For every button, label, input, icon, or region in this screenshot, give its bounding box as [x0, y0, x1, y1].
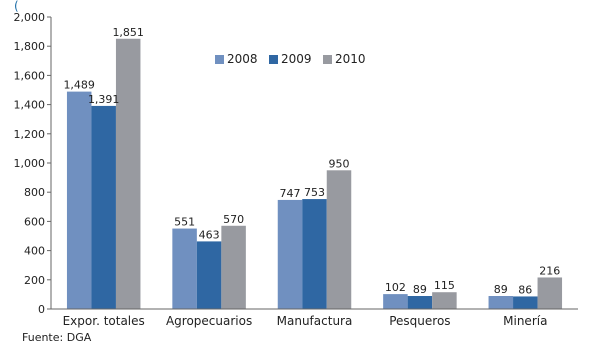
- y-axis: 0 200 400 600 800 1,000 1,200 1,400 1,600 1,800 2,…: [14, 11, 52, 316]
- bar: [221, 225, 246, 309]
- data-label: 753: [304, 186, 325, 199]
- data-label: 1,851: [112, 26, 144, 39]
- bar: [383, 294, 408, 309]
- source-note: Fuente: DGA: [22, 331, 92, 344]
- legend-label: 2010: [335, 52, 366, 66]
- bar: [277, 199, 303, 309]
- bars: [66, 38, 563, 310]
- bar: [488, 296, 514, 309]
- data-label: 747: [280, 187, 301, 200]
- legend-swatch: [269, 55, 278, 64]
- data-label: 463: [199, 228, 220, 241]
- y-tick-label: 1,600: [14, 69, 46, 82]
- legend: 2008 2009 2010: [215, 52, 366, 66]
- data-label: 216: [539, 264, 560, 277]
- bar: [537, 277, 563, 309]
- data-label: 115: [434, 279, 455, 292]
- bar: [66, 91, 92, 309]
- y-tick-label: 200: [24, 274, 45, 287]
- y-tick-label: 1,000: [14, 157, 46, 170]
- legend-label: 2009: [281, 52, 312, 66]
- data-label: 86: [518, 283, 532, 296]
- bar: [91, 105, 116, 309]
- data-label: 570: [223, 213, 244, 226]
- data-label: 1,489: [63, 79, 95, 92]
- bar: [196, 241, 222, 309]
- data-label: 102: [385, 281, 406, 294]
- legend-swatch: [323, 55, 332, 64]
- bar: [407, 296, 433, 309]
- x-tick-label: Expor. totales: [63, 314, 145, 328]
- x-tick-label: Minería: [503, 314, 547, 328]
- bar: [172, 228, 197, 309]
- x-tick-label: Manufactura: [277, 314, 353, 328]
- legend-label: 2008: [227, 52, 258, 66]
- bar: [326, 170, 352, 309]
- bar: [115, 38, 141, 310]
- bar: [513, 296, 538, 309]
- data-label: 551: [174, 216, 195, 229]
- y-tick-label: 2,000: [14, 11, 46, 24]
- x-tick-label: Pesqueros: [389, 314, 450, 328]
- x-axis: Expor. totales Agropecuarios Manufactura Pe…: [51, 308, 578, 328]
- data-label: 89: [413, 283, 427, 296]
- x-tick-label: Agropecuarios: [166, 314, 252, 328]
- data-label: 1,391: [88, 93, 120, 106]
- y-tick-label: 1,800: [14, 40, 46, 53]
- y-tick-label: 1,200: [14, 128, 46, 141]
- data-label: 950: [329, 157, 350, 170]
- y-tick-label: 400: [24, 245, 45, 258]
- data-label: 89: [494, 283, 508, 296]
- y-tick-label: 0: [38, 303, 45, 316]
- y-tick-label: 800: [24, 186, 45, 199]
- y-tick-label: 600: [24, 215, 45, 228]
- chart-title: (: [14, 0, 19, 13]
- legend-swatch: [215, 55, 224, 64]
- bar: [302, 199, 327, 309]
- bar: [432, 292, 457, 309]
- y-tick-label: 1,400: [14, 99, 46, 112]
